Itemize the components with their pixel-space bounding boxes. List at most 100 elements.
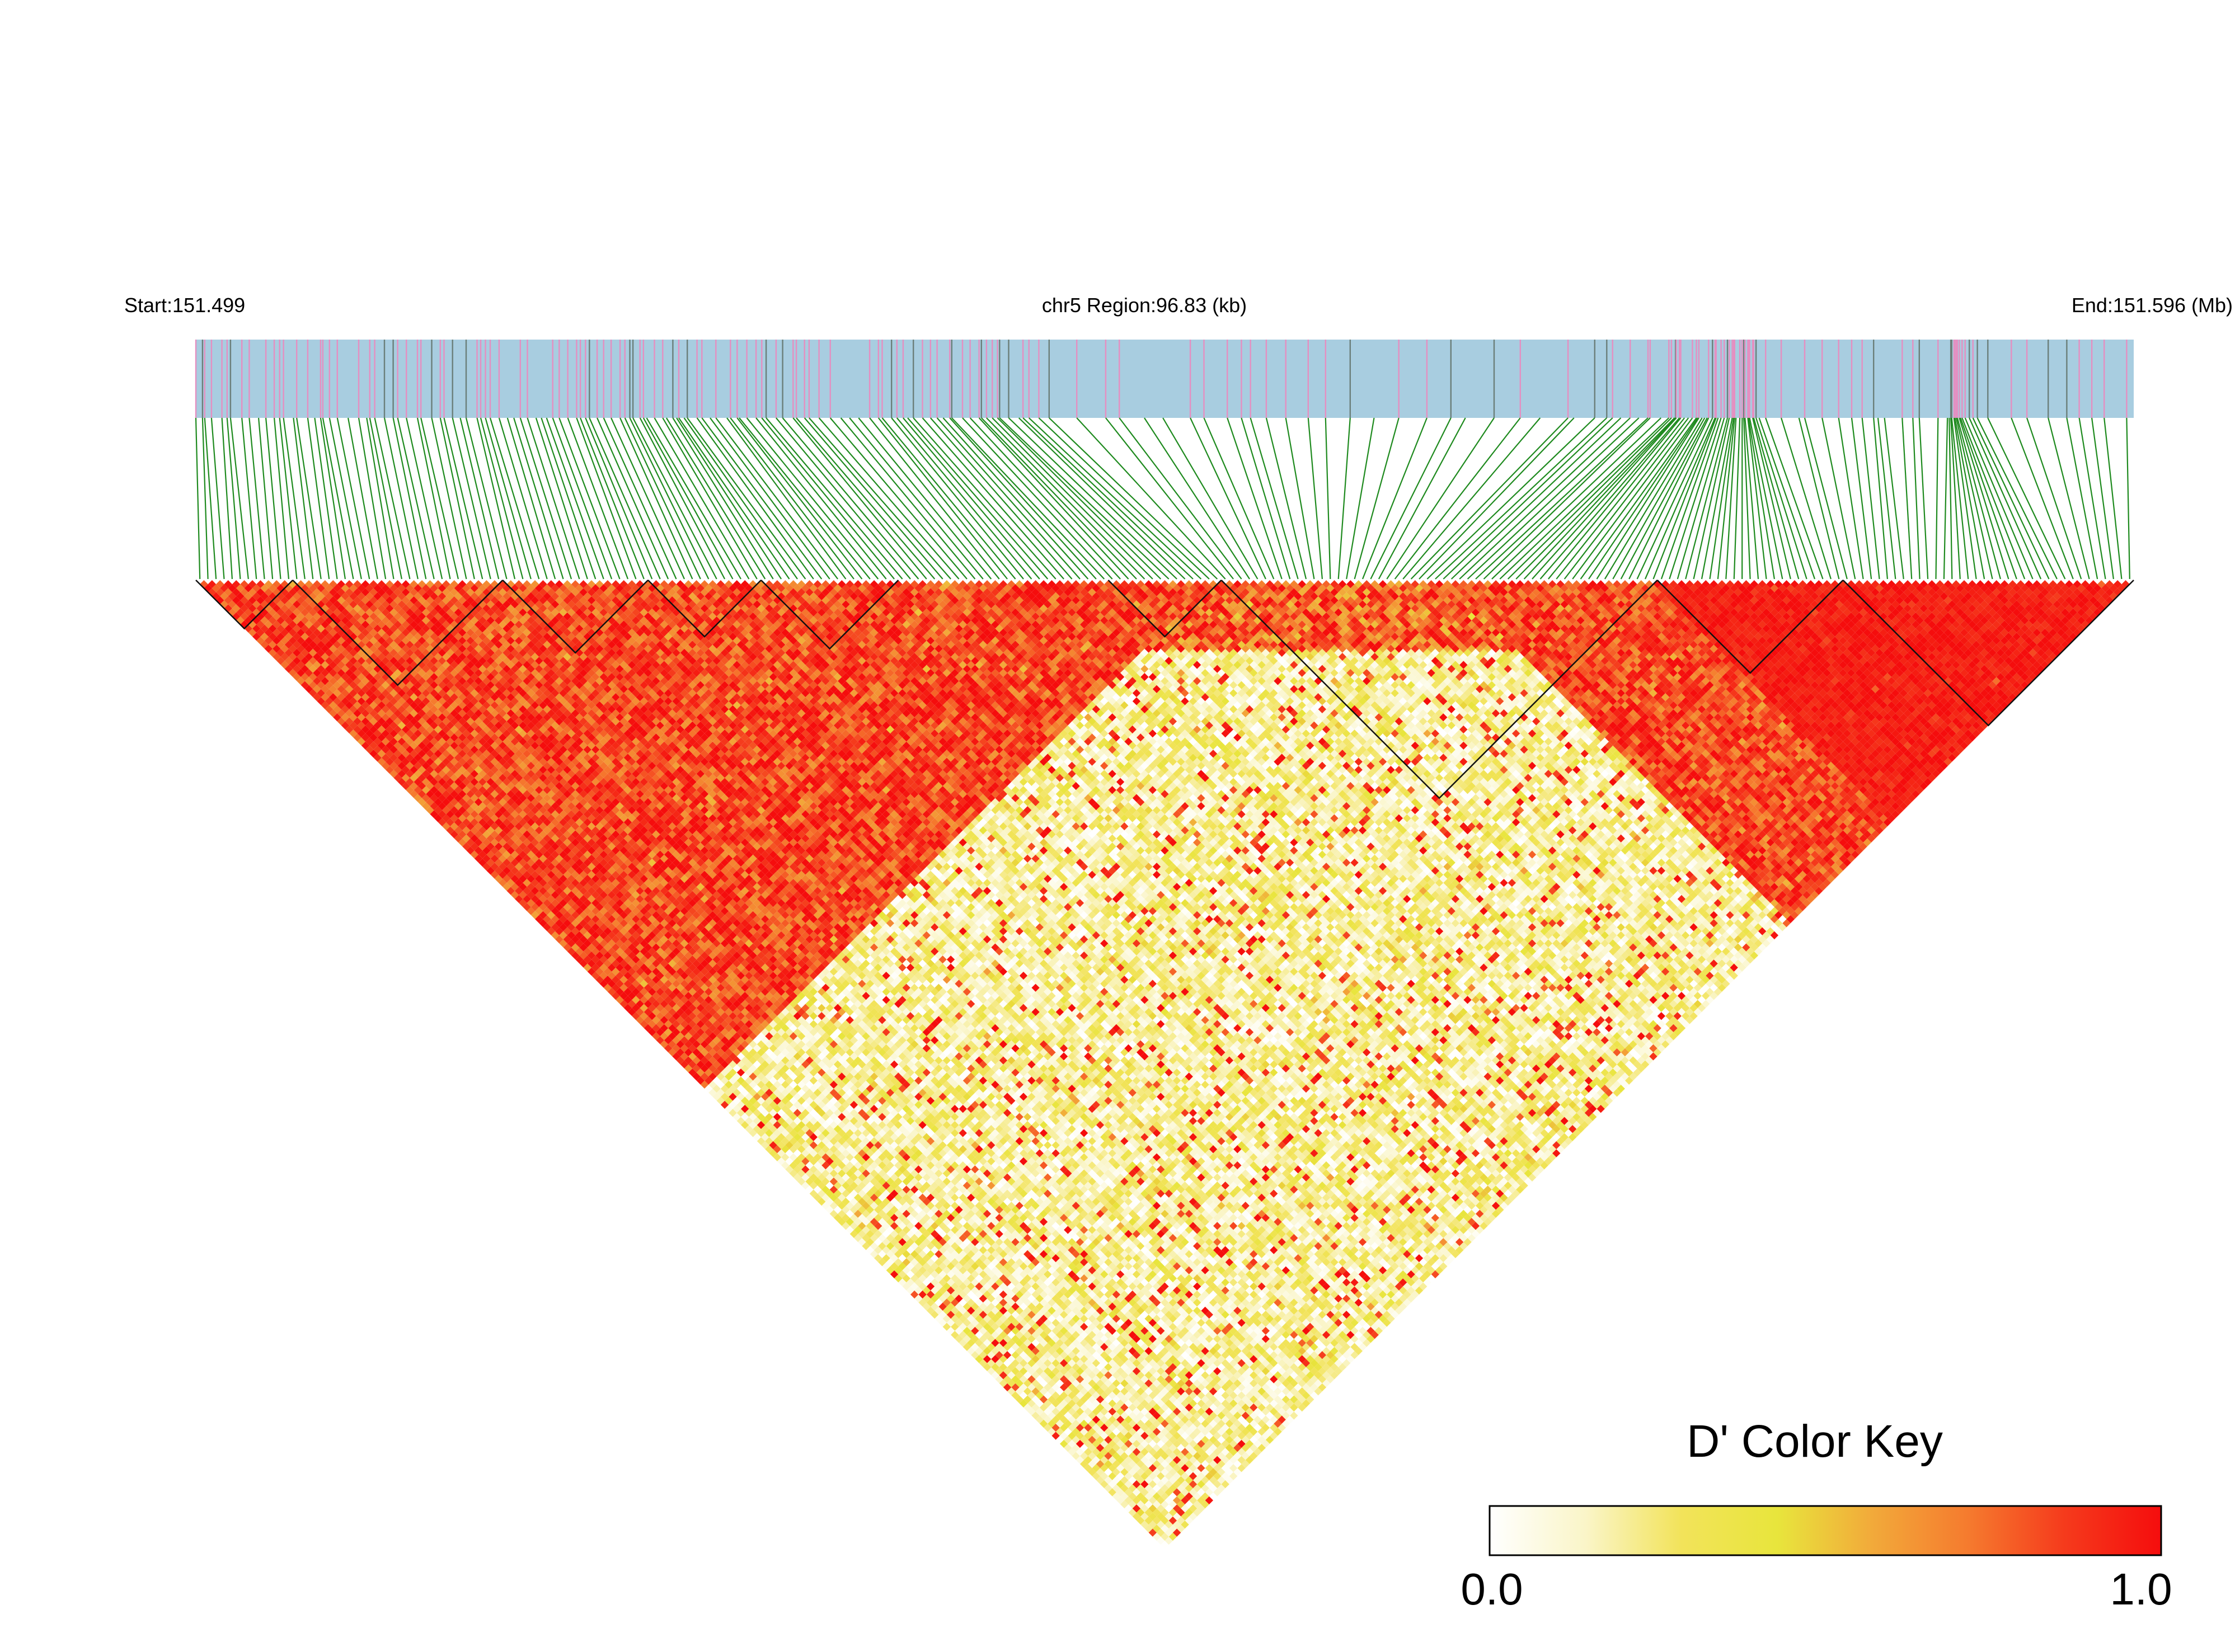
ld-cell (599, 980, 608, 988)
ld-cell (288, 669, 297, 677)
ld-cell (882, 1262, 890, 1270)
ld-cell (486, 850, 495, 859)
snp-connector-line (374, 417, 411, 580)
ld-cell (749, 1129, 757, 1137)
snp-connector-line (1008, 417, 1177, 580)
snp-connector-line (829, 417, 968, 580)
ld-cell (393, 757, 402, 766)
ld-cell (914, 1278, 923, 1287)
ld-cell (349, 729, 358, 738)
ld-cell (1039, 1403, 1048, 1412)
ld-cell (833, 1206, 842, 1214)
ld-cell (1055, 1419, 1064, 1428)
snp-connector-line (366, 417, 395, 580)
ld-cell (862, 1242, 870, 1250)
snp-connector-line (1105, 417, 1234, 580)
ld-cell (991, 1371, 999, 1380)
ld-cell (918, 1282, 927, 1291)
ld-cell (1096, 1460, 1105, 1469)
ld-cell (805, 1185, 814, 1194)
ld-cell (252, 624, 261, 633)
ld-cell (1079, 1443, 1088, 1452)
ld-cell (660, 1040, 669, 1048)
snp-connector-line (662, 417, 758, 580)
ld-cell (979, 1350, 988, 1359)
snp-connector-line (840, 417, 976, 580)
ld-cell (890, 1254, 899, 1263)
snp-connector-line (678, 417, 790, 580)
ld-cell (849, 1230, 858, 1238)
snp-connector-line (476, 417, 516, 580)
ld-cell (979, 1343, 988, 1351)
snp-connector-line (431, 417, 467, 580)
snp-connector-line (796, 417, 936, 580)
ld-cell (983, 1347, 992, 1356)
snp-connector-line (1346, 417, 1375, 580)
snp-connector-line (809, 417, 951, 580)
snp-connector-line (1652, 417, 1717, 580)
snp-connector-line (1956, 417, 2001, 580)
snp-connector-line (922, 417, 1064, 580)
ld-cell (688, 1068, 697, 1077)
ld-cell (922, 1302, 931, 1311)
snp-connector-line (1951, 417, 1969, 580)
snp-connector-line (1203, 417, 1275, 580)
snp-connector-line (348, 417, 378, 580)
snp-connector-line (1901, 417, 1913, 580)
ld-cell (946, 1326, 955, 1335)
ld-cell (1035, 1399, 1044, 1408)
snp-connector-line (1677, 417, 1725, 580)
ld-cell (1128, 1492, 1137, 1500)
ld-cell (599, 963, 608, 972)
snp-connector-line (567, 417, 629, 580)
ld-cell (240, 596, 248, 605)
snp-connector-line (314, 417, 338, 580)
snp-connector-line (624, 417, 701, 580)
snp-connector-line (942, 417, 1089, 580)
snp-connector-line (1660, 417, 1719, 580)
snp-connector-line (465, 417, 508, 580)
ld-cell (559, 923, 567, 931)
snp-connector-line (498, 417, 548, 580)
ld-cell (931, 1302, 939, 1311)
ld-cell (1048, 1411, 1056, 1420)
ld-cell (886, 1250, 895, 1259)
ld-cell (765, 1145, 773, 1154)
ld-cell (922, 1294, 931, 1303)
snp-connector-line (397, 417, 435, 580)
snp-connector-line (632, 417, 717, 580)
ld-cell (627, 1000, 636, 1008)
ld-cell (1055, 1436, 1064, 1444)
ld-cell (276, 641, 285, 649)
snp-connector-line (962, 417, 1113, 580)
snp-connector-line (1022, 417, 1194, 580)
snp-connector-line (1162, 417, 1259, 580)
ld-cell (365, 729, 374, 738)
ld-cell (951, 1322, 959, 1331)
snp-connector-line (527, 417, 580, 580)
ld-cell (818, 1197, 826, 1206)
ld-cell (935, 1298, 943, 1307)
ld-cell (801, 1181, 810, 1190)
ld-cell (1007, 1387, 1016, 1396)
ld-cell (426, 806, 434, 815)
snp-connector-line (585, 417, 653, 580)
ld-cell (1088, 1468, 1096, 1476)
ld-cell (349, 705, 358, 714)
ld-cell (1116, 1496, 1125, 1505)
ld-cell (1007, 1371, 1016, 1380)
snp-connector-line (1693, 417, 1730, 580)
snp-connector-line (296, 417, 322, 580)
snp-connector-line (2126, 417, 2130, 580)
ld-cell (789, 1169, 797, 1178)
ld-cell (1011, 1383, 1020, 1392)
ld-cell (454, 834, 463, 843)
ld-cell (846, 1226, 854, 1234)
ld-cell (1059, 1423, 1068, 1432)
snp-connector-line (1644, 417, 1716, 580)
snp-connector-line (420, 417, 459, 580)
snp-connector-line (443, 417, 483, 580)
ld-cell (866, 1237, 875, 1246)
ld-cell (1124, 1496, 1133, 1505)
